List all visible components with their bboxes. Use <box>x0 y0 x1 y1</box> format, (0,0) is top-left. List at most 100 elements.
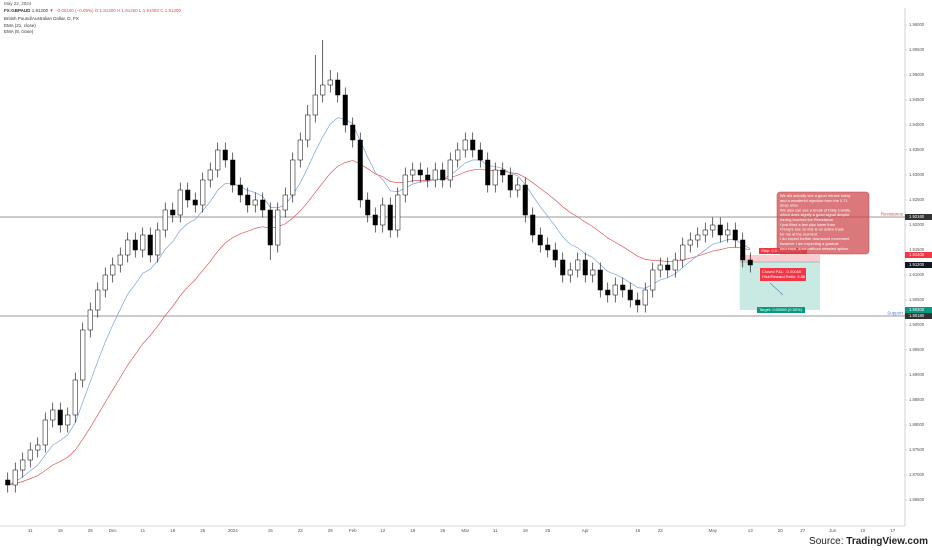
candle-body <box>65 414 71 426</box>
last-price: 1.91200 <box>32 8 49 13</box>
candle-body <box>312 94 318 116</box>
ohlc: O:1.91300 H:1.91450 L:1.91050 C:1.91200 <box>95 8 182 13</box>
target-label-box <box>757 307 805 313</box>
candle-body <box>42 419 48 446</box>
y-tick-label: 1.91000 <box>909 272 925 277</box>
source-credit: Source: TradingView.com <box>809 536 928 547</box>
ema-line <box>7 160 751 486</box>
ema-line <box>7 117 751 486</box>
candle-body <box>620 284 626 291</box>
candle-body <box>672 259 678 271</box>
note-line: I just filled a few pips lower than <box>780 222 835 227</box>
candle-body <box>140 234 146 251</box>
candle-body <box>357 139 363 201</box>
candle-body <box>282 194 288 211</box>
candle-body <box>485 159 491 186</box>
symbol-header: FX:GBPAUD 1.91200 ▼ −0.00100 (−0.05%) O:… <box>4 8 182 13</box>
target-label: Target: 0.00960 (0.50%) <box>759 307 803 312</box>
candle-body <box>95 289 101 311</box>
candle-body <box>395 194 401 231</box>
candle-body <box>87 309 93 331</box>
candle-body <box>387 204 393 231</box>
candle-body <box>275 209 281 246</box>
candle-body <box>297 139 303 161</box>
candle-body <box>342 94 348 126</box>
price-tag <box>905 313 932 319</box>
candle-body <box>710 224 716 231</box>
y-tick-label: 1.87000 <box>909 472 925 477</box>
pnl-label: Risk/Reward Ratio: 6.86 <box>762 274 806 279</box>
x-tick-label: 18 <box>58 528 64 533</box>
candle-body <box>125 239 131 256</box>
candle-body <box>320 84 326 96</box>
candle-body <box>732 229 738 241</box>
y-tick-label: 1.90500 <box>909 297 925 302</box>
candle-body <box>515 184 521 191</box>
candle-body <box>665 264 671 271</box>
x-tick-label: 2024 <box>228 528 239 533</box>
candle-body <box>260 199 266 211</box>
y-tick-label: 1.91500 <box>909 247 925 252</box>
note-line: I do expect further downward movement <box>780 236 850 241</box>
y-tick-label: 1.93000 <box>909 172 925 177</box>
candle-body <box>27 449 33 461</box>
candle-body <box>132 239 138 251</box>
y-tick-label: 1.92500 <box>909 197 925 202</box>
y-tick-label: 1.89000 <box>909 372 925 377</box>
candle-body <box>560 259 566 276</box>
x-tick-label: Jun <box>829 528 837 533</box>
candle-body <box>50 409 56 421</box>
candle-body <box>170 209 176 216</box>
candle-body <box>365 199 371 216</box>
candle-body <box>425 174 431 181</box>
candle-body <box>702 229 708 236</box>
candle-body <box>57 409 63 426</box>
price-tag <box>905 252 932 258</box>
x-tick-label: 25 <box>88 528 94 533</box>
x-tick-label: 22 <box>298 528 304 533</box>
x-tick-label: 19 <box>410 528 416 533</box>
candle-body <box>5 479 11 486</box>
candle-body <box>237 184 243 196</box>
x-tick-label: 17 <box>890 528 896 533</box>
note-line: deep area. <box>780 203 799 208</box>
candle-body <box>477 149 483 161</box>
price-tag-label: 1.92160 <box>909 214 925 219</box>
pnl-box <box>760 268 806 281</box>
price-tag-label: 1.91200 <box>909 262 925 267</box>
candle-body <box>612 284 618 296</box>
candle-body <box>290 159 296 196</box>
candle-body <box>335 79 341 96</box>
note-line: for me at the moment. <box>780 231 818 236</box>
x-tick-label: 25 <box>200 528 206 533</box>
y-tick-label: 1.95500 <box>909 47 925 52</box>
candle-body <box>575 259 581 271</box>
note-line: which does signify a good signal despite <box>780 212 849 217</box>
candle-body <box>162 209 168 231</box>
x-tick-label: 11 <box>140 528 145 533</box>
candle-body <box>507 174 513 191</box>
x-tick-label: 15 <box>268 528 274 533</box>
candle-body <box>567 269 573 276</box>
price-change: ▼ −0.00100 (−0.05%) <box>49 8 94 13</box>
candle-body <box>492 169 498 186</box>
note-box <box>776 191 870 255</box>
x-tick-label: 13 <box>748 528 754 533</box>
candle-body <box>582 259 588 276</box>
symbol: FX:GBPAUD <box>4 8 31 13</box>
candle-body <box>680 244 686 261</box>
price-tag <box>905 214 932 220</box>
candle-body <box>185 189 191 201</box>
y-tick-label: 1.93500 <box>909 147 925 152</box>
note-line: We also can see a break of Daily Candle, <box>780 207 851 212</box>
candle-body <box>432 169 438 181</box>
candle-body <box>102 274 108 291</box>
candle-body <box>552 249 558 261</box>
y-tick-label: 1.86500 <box>909 497 925 502</box>
candle-body <box>155 229 161 256</box>
candle-body <box>500 169 506 176</box>
level-name: Resistance <box>881 212 904 217</box>
candle-body <box>695 234 701 241</box>
x-tick-label: 29 <box>328 528 334 533</box>
note-line: and a wonderful rejection from the 0.71 <box>780 198 847 203</box>
